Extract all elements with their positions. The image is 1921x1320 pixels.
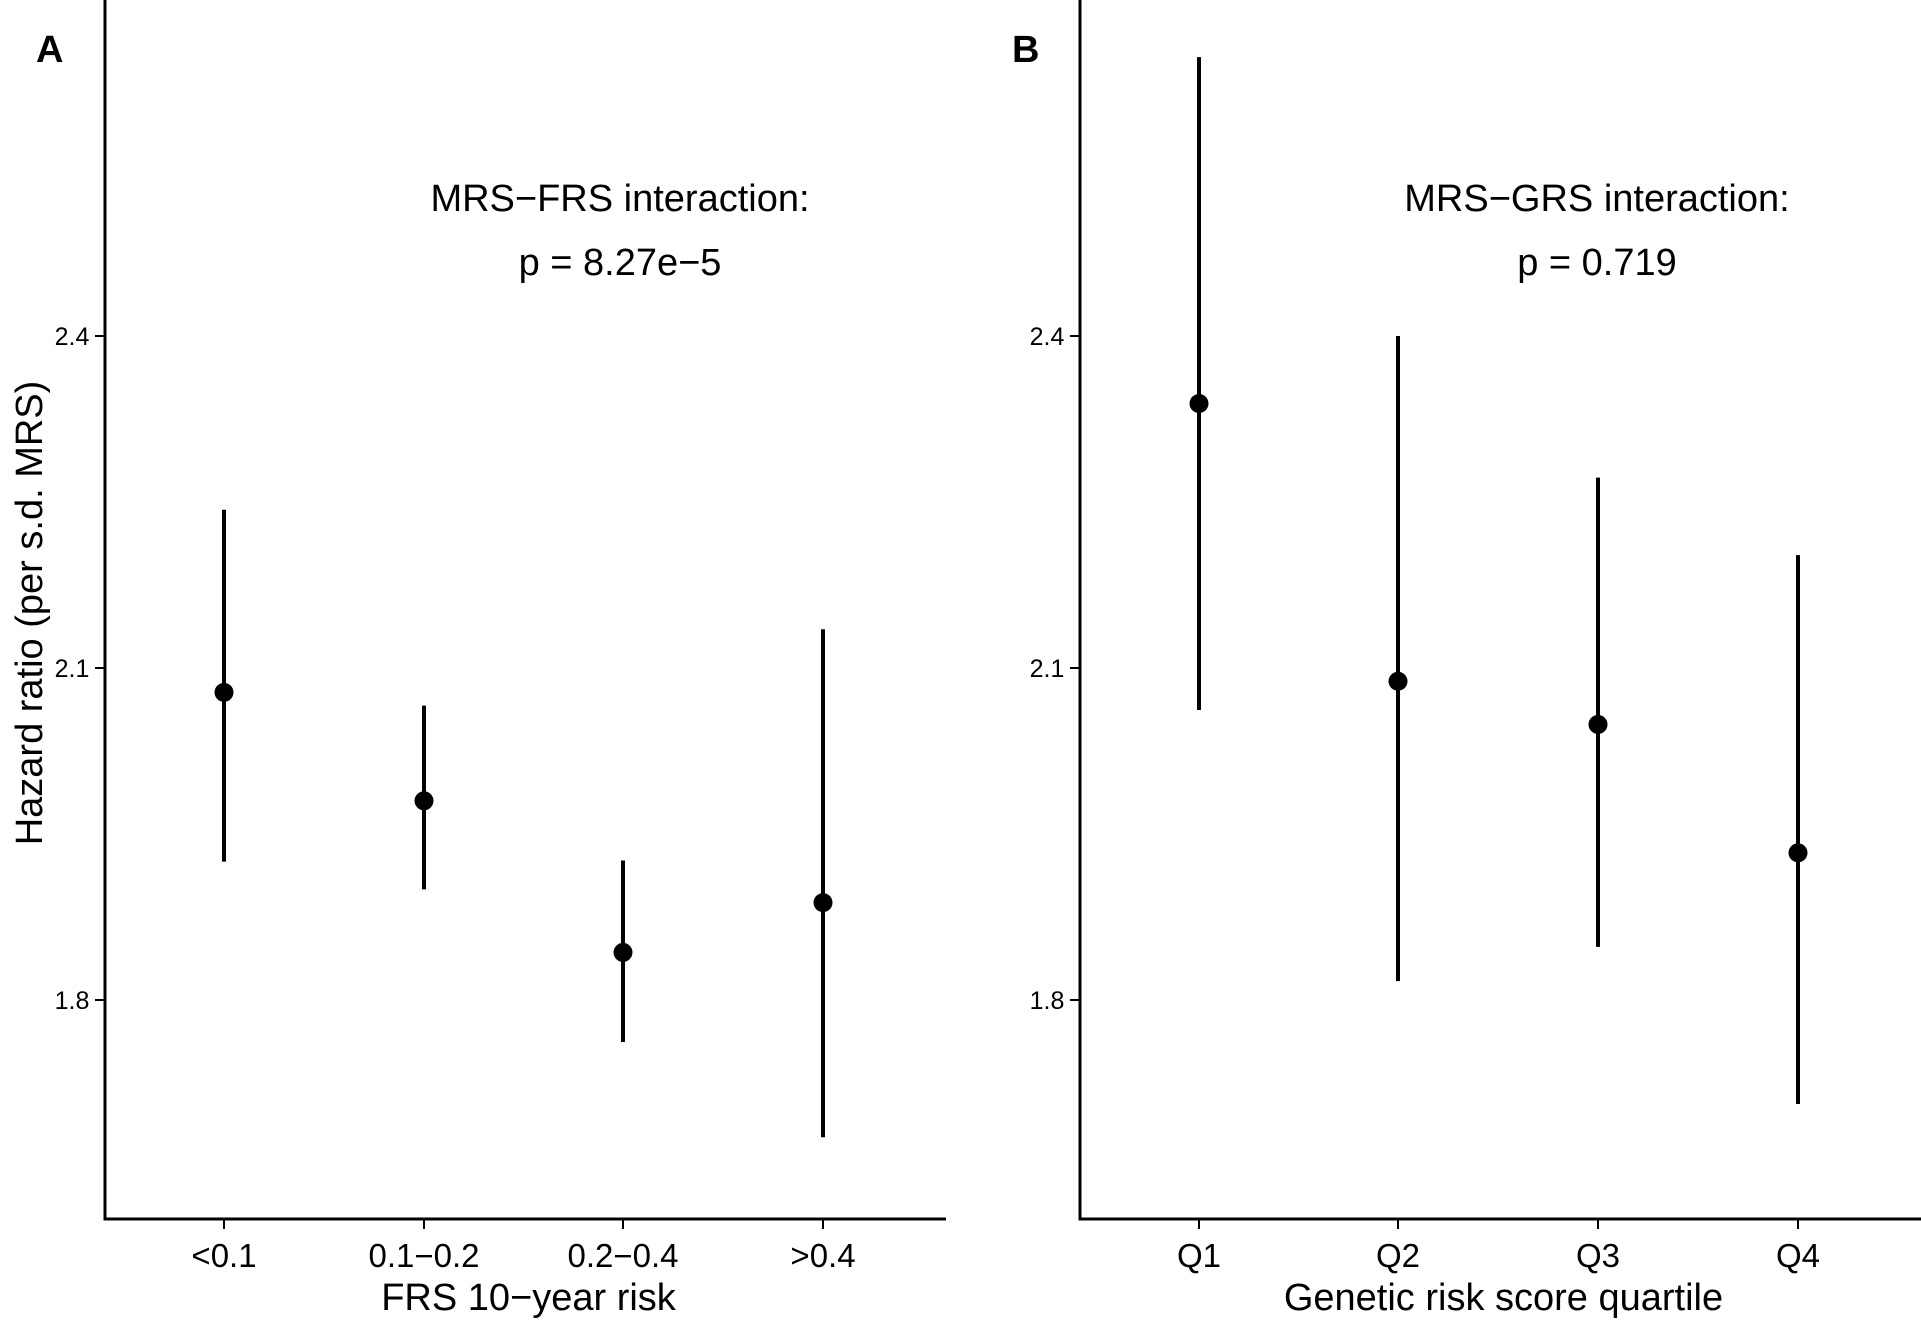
data-point [1388,671,1408,691]
x-tick-label: Q3 [1576,1237,1620,1274]
y-tick-label: 1.8 [55,987,90,1015]
y-tick-label: 2.1 [1030,655,1065,683]
x-tick-label: >0.4 [790,1237,855,1274]
data-point [414,791,434,811]
interaction-annotation: p = 8.27e−5 [519,242,722,284]
x-axis-title: Genetic risk score quartile [1284,1277,1723,1319]
data-point [613,942,633,962]
y-tick-label: 2.4 [1030,323,1065,351]
y-tick-label: 2.1 [55,655,90,683]
y-tick-label: 2.4 [55,323,90,351]
panel-letter: B [1012,29,1039,71]
data-point [1788,843,1808,863]
interaction-annotation: MRS−GRS interaction: [1404,178,1789,220]
data-point [1588,714,1608,734]
x-tick-label: Q1 [1177,1237,1221,1274]
data-point [1189,394,1209,414]
interaction-annotation: p = 0.719 [1517,242,1677,284]
x-tick-label: Q4 [1776,1237,1820,1274]
x-tick-label: 0.1−0.2 [368,1237,479,1274]
x-axis-title: FRS 10−year risk [381,1277,677,1319]
panel-letter: A [36,29,63,71]
data-point [813,893,833,913]
data-point [214,682,234,702]
x-tick-label: Q2 [1376,1237,1420,1274]
x-tick-label: 0.2−0.4 [567,1237,678,1274]
y-axis-title: Hazard ratio (per s.d. MRS) [9,381,51,846]
panel-b: B 1.8 2.1 2.4 Q1 Q2 Q3 Q4 Genetic risk score qua… [1012,0,1921,1319]
panel-a: A 1.8 2.1 2.4 <0.1 0.1−0.2 0.2−0.4 >0.4 FRS 10−y… [9,0,946,1319]
y-tick-label: 1.8 [1030,987,1065,1015]
x-tick-label: <0.1 [191,1237,256,1274]
interaction-annotation: MRS−FRS interaction: [430,178,809,220]
